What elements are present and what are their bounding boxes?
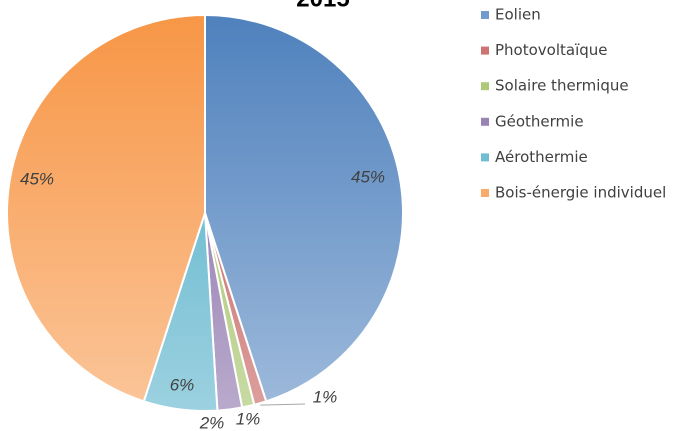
legend-swatch — [481, 117, 489, 126]
pie-slice — [204, 13, 404, 403]
data-label: 2% — [199, 413, 225, 431]
data-label: 45% — [351, 167, 385, 186]
legend-swatch — [481, 82, 489, 91]
legend-label: Photovoltaïque — [495, 41, 608, 59]
leader-line — [260, 403, 306, 406]
legend-label: Bois-énergie individuel — [495, 184, 666, 202]
legend-label: Aérothermie — [495, 148, 588, 166]
pie-slice — [6, 13, 206, 403]
chart-title: 2015 — [296, 0, 349, 12]
legend-swatch — [481, 46, 489, 55]
legend-swatch — [481, 153, 489, 162]
data-label: 1% — [313, 387, 338, 406]
data-label: 1% — [236, 409, 261, 428]
legend-swatch — [481, 189, 489, 197]
legend-label: Solaire thermique — [495, 77, 629, 95]
legend-swatch — [481, 11, 489, 19]
data-label: 45% — [20, 169, 54, 188]
legend-label: Géothermie — [495, 112, 584, 130]
legend-label: Eolien — [495, 6, 541, 24]
data-label: 6% — [170, 375, 195, 394]
